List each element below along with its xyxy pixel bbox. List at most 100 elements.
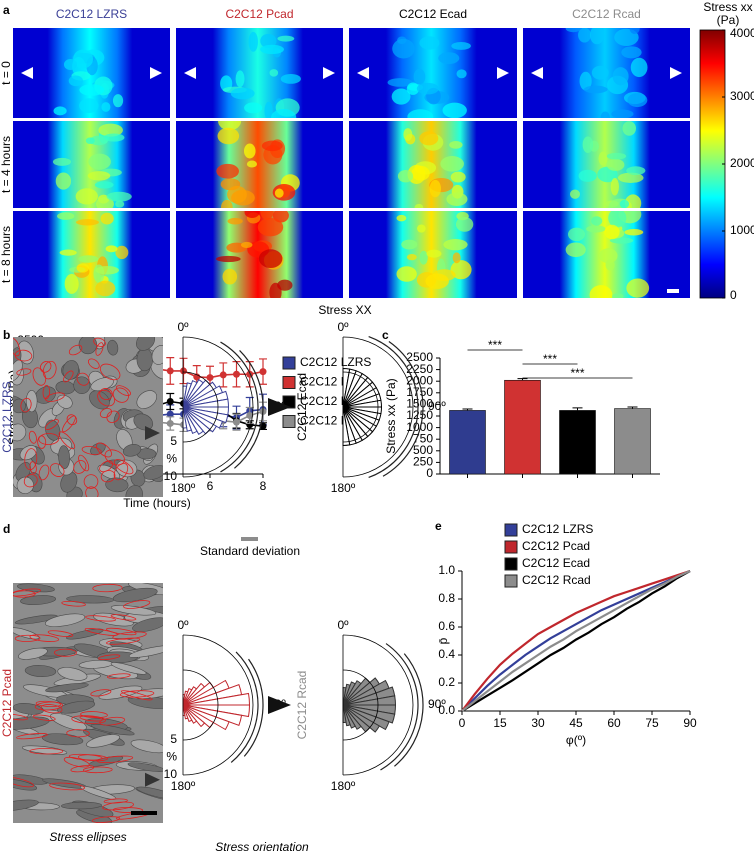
stress-ellipse bbox=[79, 715, 103, 722]
x-tick-label: 8 bbox=[260, 479, 267, 493]
stress-ellipse bbox=[29, 748, 64, 755]
marker bbox=[180, 367, 187, 375]
heatmap-blob bbox=[280, 74, 301, 84]
y-label: Stress xx (Pa) bbox=[384, 378, 398, 453]
stress-ellipse bbox=[47, 630, 74, 637]
cell bbox=[57, 700, 96, 714]
heatmap-blob bbox=[216, 255, 241, 263]
legend-swatch bbox=[504, 540, 518, 554]
error-bar bbox=[627, 406, 638, 409]
cell bbox=[44, 613, 86, 627]
cell bbox=[13, 423, 27, 442]
heatmap-blob bbox=[417, 224, 426, 233]
sd-arc bbox=[368, 335, 419, 479]
stress-ellipse bbox=[99, 408, 112, 418]
sd-arc bbox=[380, 643, 419, 771]
heatmap-blob bbox=[277, 279, 293, 291]
marker bbox=[166, 367, 174, 375]
marker bbox=[206, 374, 214, 382]
heatmap-blob bbox=[456, 69, 467, 79]
stress-ellipse bbox=[81, 446, 102, 455]
heatmap-blob bbox=[411, 165, 430, 181]
arrowhead bbox=[150, 67, 162, 79]
heatmap-blob bbox=[95, 265, 119, 275]
rose-wedge bbox=[182, 406, 204, 435]
arrowhead bbox=[21, 67, 33, 79]
error-bar bbox=[572, 407, 583, 411]
arrowhead bbox=[323, 67, 335, 79]
rose-grid-arc bbox=[342, 371, 379, 443]
cell bbox=[107, 339, 119, 356]
cell bbox=[62, 360, 80, 380]
colorbar bbox=[699, 29, 726, 299]
heatmap-blob bbox=[264, 101, 273, 118]
rose-grid-arc bbox=[182, 669, 219, 741]
heatmap-blob bbox=[115, 245, 129, 260]
arrowhead bbox=[531, 67, 543, 79]
rose-grid-arc bbox=[182, 634, 254, 776]
cell bbox=[127, 762, 163, 772]
stress-ellipse bbox=[82, 766, 113, 774]
heatmap-blob bbox=[269, 69, 279, 77]
y-label: p̄ bbox=[436, 637, 450, 644]
stress-ellipse bbox=[32, 714, 56, 721]
cell bbox=[60, 801, 102, 810]
heatmap-blob bbox=[64, 273, 79, 294]
stress-ellipse bbox=[112, 387, 129, 403]
stress-ellipse bbox=[39, 360, 52, 373]
x-tick-label: 0 bbox=[459, 716, 466, 730]
cell bbox=[24, 665, 57, 677]
heatmap-blob bbox=[606, 152, 627, 160]
bar bbox=[559, 410, 596, 475]
arrowhead bbox=[145, 426, 160, 440]
bar bbox=[504, 379, 541, 475]
stress-ellipse bbox=[16, 733, 48, 740]
rose-wedge bbox=[182, 406, 198, 434]
heatmap-blob bbox=[611, 109, 634, 118]
series-line bbox=[461, 569, 691, 712]
y-tick-label: 500 bbox=[413, 443, 433, 457]
rose-wedge bbox=[182, 704, 198, 724]
heatmap-blob bbox=[426, 249, 442, 258]
cell bbox=[151, 345, 163, 365]
panel-letter: e bbox=[435, 519, 442, 533]
rose-tick-label: 5 bbox=[170, 434, 177, 448]
heatmap-blob bbox=[443, 239, 468, 251]
marker bbox=[166, 398, 174, 406]
rose-grid-arc bbox=[182, 371, 219, 443]
colorbar-tick-label: 2000 bbox=[730, 156, 754, 170]
stress-ellipse bbox=[20, 397, 32, 413]
rose-wedge bbox=[182, 704, 193, 723]
heatmap-cell bbox=[47, 211, 133, 298]
stress-ellipse bbox=[106, 637, 141, 645]
y-tick-label: 1.0 bbox=[438, 563, 455, 577]
sd-arc bbox=[230, 651, 259, 763]
rose-grid-arc bbox=[342, 336, 414, 478]
heatmap-blob bbox=[396, 266, 417, 282]
angle-label: 90º bbox=[428, 697, 446, 711]
x-tick-label: 30 bbox=[531, 716, 545, 730]
heatmap-blob bbox=[610, 177, 619, 196]
heatmap-blob bbox=[240, 241, 253, 249]
cell bbox=[122, 444, 142, 457]
stress-ellipse bbox=[70, 765, 95, 773]
colorbar-tick-label: 4000 bbox=[730, 26, 754, 40]
heatmap-blob bbox=[216, 163, 239, 179]
stress-ellipse bbox=[34, 701, 63, 711]
heatmap-blob bbox=[451, 42, 471, 50]
legend-swatch bbox=[282, 395, 296, 409]
marker bbox=[246, 411, 254, 419]
stress-ellipse bbox=[24, 448, 38, 471]
heatmap-blob bbox=[78, 255, 99, 263]
sd-legend-swatch bbox=[241, 537, 258, 541]
x-label: Stress XX bbox=[318, 303, 371, 317]
cell bbox=[128, 645, 163, 658]
heatmap-blob bbox=[406, 253, 417, 261]
heatmap-blob bbox=[112, 94, 124, 108]
heatmap-blob bbox=[440, 156, 464, 172]
y-tick-label: 0.8 bbox=[438, 591, 455, 605]
cell bbox=[16, 476, 34, 494]
stress-ellipse bbox=[13, 337, 21, 357]
heatmap-blob bbox=[617, 172, 644, 183]
heatmap-blob bbox=[55, 172, 72, 190]
